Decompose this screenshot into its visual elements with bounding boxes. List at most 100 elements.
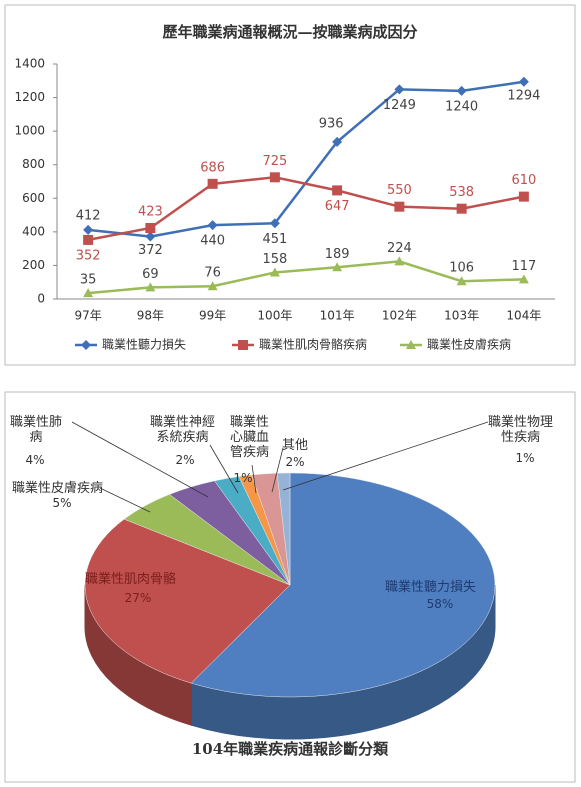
- y-tick-label: 600: [22, 191, 45, 205]
- data-label: 1249: [383, 98, 416, 113]
- slice-label: 職業性物理性疾病: [488, 415, 554, 445]
- slice-value-label: 5%: [52, 496, 72, 510]
- marker: [332, 185, 343, 196]
- data-label: 372: [138, 243, 163, 258]
- data-label: 686: [200, 160, 225, 175]
- slice-label: 其他: [282, 438, 309, 453]
- y-tick-label: 1200: [14, 90, 45, 104]
- data-label: 725: [262, 154, 287, 169]
- slice: [190, 472, 496, 698]
- marker: [456, 203, 467, 214]
- data-label: 423: [138, 204, 163, 219]
- x-tick-label: 99年: [199, 309, 226, 323]
- leader-line: [282, 421, 489, 491]
- slice: [276, 472, 291, 586]
- data-label: 76: [204, 266, 221, 281]
- marker: [207, 178, 218, 189]
- slice-label: 職業性心臟血管疾病: [230, 415, 270, 460]
- data-label: 647: [325, 199, 350, 214]
- slice-value-label: 4%: [25, 453, 45, 467]
- marker: [406, 340, 416, 349]
- data-label: 451: [262, 232, 287, 247]
- marker: [518, 76, 529, 87]
- legend-label: 職業性聽力損失: [102, 337, 186, 352]
- marker: [518, 191, 529, 202]
- data-label: 35: [80, 273, 97, 288]
- data-label: 117: [511, 259, 536, 274]
- x-tick-label: 98年: [137, 309, 164, 323]
- data-label: 158: [262, 252, 287, 267]
- slice-label: 職業性肺病: [10, 415, 63, 445]
- slice-label: 職業性神經系統疾病: [150, 415, 216, 445]
- slice-label: 職業性聽力損失: [385, 580, 477, 595]
- chart-frame: [4, 4, 576, 366]
- series-line: [87, 176, 525, 242]
- series-line: [88, 260, 524, 295]
- data-label: 224: [387, 241, 412, 256]
- marker: [83, 224, 94, 235]
- x-tick-label: 100年: [257, 309, 292, 323]
- marker: [207, 281, 218, 291]
- marker: [238, 340, 248, 350]
- y-tick-label: 0: [37, 292, 45, 306]
- data-label: 538: [449, 185, 474, 200]
- slice-value-label: 2%: [285, 455, 305, 469]
- x-tick-label: 101年: [320, 309, 355, 323]
- marker: [81, 340, 91, 350]
- marker: [394, 256, 405, 266]
- legend-label: 職業性肌肉骨骼疾病: [259, 337, 367, 352]
- slice-label: 職業性肌肉骨骼: [85, 572, 177, 587]
- legend-label: 職業性皮膚疾病: [427, 337, 511, 352]
- data-label: 936: [319, 116, 344, 131]
- marker: [518, 274, 529, 284]
- slice-value-label: 1%: [515, 451, 535, 465]
- y-tick-label: 1000: [14, 124, 45, 138]
- x-tick-label: 104年: [506, 309, 541, 323]
- data-label: 106: [449, 261, 474, 276]
- marker: [394, 201, 405, 212]
- slice-value-label: 27%: [124, 591, 152, 605]
- leader-line: [71, 421, 209, 498]
- x-tick-label: 103年: [444, 309, 479, 323]
- y-tick-label: 800: [22, 157, 45, 171]
- data-label: 1240: [445, 99, 478, 114]
- y-tick-label: 400: [22, 224, 45, 238]
- chart-title: 歷年職業病通報概況—按職業病成因分: [162, 23, 417, 41]
- marker: [83, 288, 94, 298]
- slice: [84, 518, 291, 684]
- chart-title: 104年職業疾病通報診斷分類: [192, 740, 389, 758]
- data-label: 1294: [507, 88, 540, 103]
- y-tick-label: 1400: [14, 57, 45, 71]
- leader-line: [99, 487, 151, 513]
- marker: [207, 220, 218, 231]
- data-label: 352: [76, 248, 101, 263]
- data-label: 550: [387, 183, 412, 198]
- marker: [332, 136, 343, 147]
- leader-line: [209, 444, 239, 494]
- slice-label: 職業性皮膚疾病: [12, 481, 104, 496]
- slice-value-label: 1%: [233, 471, 253, 485]
- marker: [269, 218, 280, 229]
- leader-line: [251, 464, 257, 494]
- marker: [83, 234, 94, 245]
- marker: [269, 267, 280, 277]
- marker: [145, 282, 156, 292]
- slice-value-label: 2%: [175, 453, 195, 467]
- marker: [145, 222, 156, 233]
- marker: [145, 231, 156, 242]
- marker: [456, 276, 467, 286]
- slice-value-label: 58%: [426, 597, 454, 611]
- data-label: 412: [76, 208, 101, 223]
- data-label: 440: [200, 234, 225, 249]
- marker: [269, 172, 280, 183]
- y-tick-label: 200: [22, 258, 45, 272]
- x-tick-label: 102年: [382, 309, 417, 323]
- marker: [332, 262, 343, 272]
- chart-frame: [4, 391, 576, 783]
- data-label: 69: [142, 267, 159, 282]
- leader-line: [271, 447, 284, 493]
- x-tick-label: 97年: [74, 309, 101, 323]
- data-label: 189: [325, 247, 350, 262]
